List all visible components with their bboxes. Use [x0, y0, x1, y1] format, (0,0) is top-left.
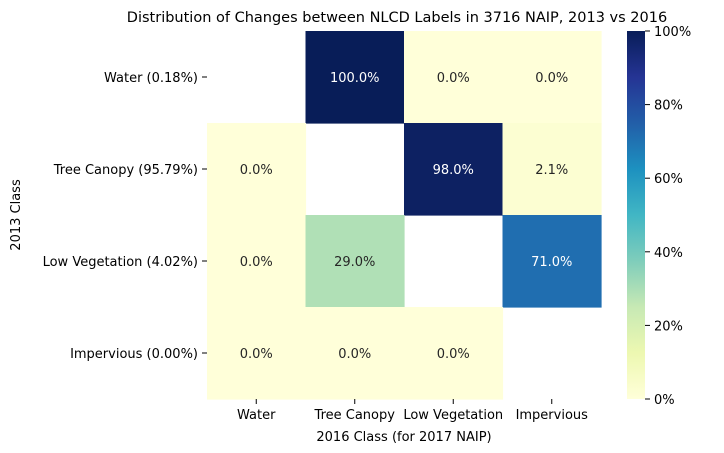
chart-title: Distribution of Changes between NLCD Lab…	[127, 10, 667, 26]
heatmap-cell	[502, 31, 602, 124]
y-axis-label: 2013 Class	[9, 179, 24, 251]
colorbar-tick-label: 40%	[654, 246, 683, 261]
heatmap-cell-labels: 100.0% 0.0% 0.0% 0.0% 98.0% 2.1% 0.0% 29.0% 71.0…	[240, 71, 573, 362]
x-axis-ticks: Water Tree Canopy Low Vegetation Impervious	[237, 399, 588, 423]
y-tick-label: Low Vegetation (4.02%)	[43, 255, 198, 270]
x-tick-label: Impervious	[516, 408, 589, 423]
heatmap-cell	[207, 123, 307, 216]
heatmap-cell	[502, 215, 602, 308]
colorbar-tick-label: 80%	[654, 99, 683, 114]
cell-label: 71.0%	[531, 255, 572, 270]
cell-label: 0.0%	[535, 71, 568, 86]
cell-label: 0.0%	[338, 347, 371, 362]
colorbar-tick-label: 100%	[654, 25, 691, 40]
x-tick-label: Tree Canopy	[314, 408, 396, 423]
heatmap-cell	[404, 31, 504, 124]
cell-label: 29.0%	[334, 255, 375, 270]
y-tick-label: Water (0.18%)	[104, 71, 198, 86]
heatmap-cell	[404, 123, 504, 216]
x-tick-label: Water	[237, 408, 276, 423]
cell-label: 0.0%	[437, 347, 470, 362]
cell-label: 2.1%	[535, 163, 568, 178]
colorbar-tick-label: 20%	[654, 319, 683, 334]
heatmap-cell	[305, 31, 405, 124]
cell-label: 98.0%	[433, 163, 474, 178]
cell-label: 0.0%	[240, 163, 273, 178]
y-axis-ticks: Water (0.18%) Tree Canopy (95.79%) Low Veg…	[43, 71, 207, 362]
heatmap-cell	[305, 215, 405, 308]
colorbar-tick-label: 60%	[654, 172, 683, 187]
heatmap-cells	[207, 31, 602, 400]
heatmap-cell	[305, 307, 405, 400]
colorbar-gradient	[627, 31, 645, 399]
y-tick-label: Impervious (0.00%)	[70, 347, 198, 362]
y-tick-label: Tree Canopy (95.79%)	[53, 163, 198, 178]
cell-label: 0.0%	[437, 71, 470, 86]
cell-label: 0.0%	[240, 255, 273, 270]
cell-label: 100.0%	[330, 71, 380, 86]
heatmap-cell	[207, 215, 307, 308]
colorbar: 0% 20% 40% 60% 80% 100%	[627, 25, 691, 408]
heatmap-cell	[207, 307, 307, 400]
colorbar-tick-label: 0%	[654, 393, 675, 408]
heatmap-cell	[404, 307, 504, 400]
x-tick-label: Low Vegetation	[403, 408, 503, 423]
cell-label: 0.0%	[240, 347, 273, 362]
heatmap-cell	[502, 123, 602, 216]
x-axis-label: 2016 Class (for 2017 NAIP)	[316, 430, 491, 445]
